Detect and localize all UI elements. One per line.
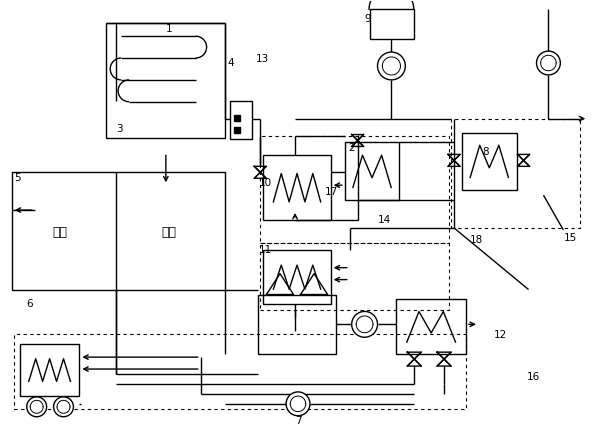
Text: 5: 5 xyxy=(14,173,21,183)
Circle shape xyxy=(286,392,310,416)
Circle shape xyxy=(26,397,46,417)
Text: 2: 2 xyxy=(349,144,355,153)
Circle shape xyxy=(377,52,405,80)
Text: 9: 9 xyxy=(364,14,371,24)
Text: 17: 17 xyxy=(325,187,338,197)
Bar xyxy=(20,344,79,396)
Circle shape xyxy=(54,397,73,417)
Text: 11: 11 xyxy=(259,245,272,255)
Bar xyxy=(234,115,240,120)
Bar xyxy=(12,172,226,290)
Bar xyxy=(451,119,580,228)
Text: 13: 13 xyxy=(256,54,269,64)
Text: 7: 7 xyxy=(295,416,302,426)
Bar xyxy=(370,9,414,39)
Text: 烟气: 烟气 xyxy=(161,226,176,240)
Text: 空气: 空气 xyxy=(52,226,67,240)
Bar xyxy=(263,155,331,220)
Text: 4: 4 xyxy=(227,58,234,68)
Circle shape xyxy=(536,51,560,75)
Bar xyxy=(345,142,399,200)
Text: 1: 1 xyxy=(166,24,172,34)
Text: 12: 12 xyxy=(494,330,507,340)
Text: 15: 15 xyxy=(563,233,577,243)
Text: 16: 16 xyxy=(527,372,540,382)
Text: 10: 10 xyxy=(259,178,272,188)
Text: 3: 3 xyxy=(116,124,122,134)
Bar xyxy=(106,23,226,138)
Bar xyxy=(263,250,331,304)
Text: 18: 18 xyxy=(470,235,483,245)
Bar xyxy=(260,243,449,311)
Circle shape xyxy=(352,311,377,337)
Bar xyxy=(462,133,517,190)
Bar xyxy=(260,135,449,243)
Bar xyxy=(14,334,466,409)
Bar xyxy=(231,101,252,138)
Text: 8: 8 xyxy=(483,148,489,157)
Text: 14: 14 xyxy=(378,215,391,225)
Text: 6: 6 xyxy=(26,300,33,310)
Bar xyxy=(396,300,466,354)
Bar xyxy=(258,294,336,354)
Bar xyxy=(234,127,240,133)
